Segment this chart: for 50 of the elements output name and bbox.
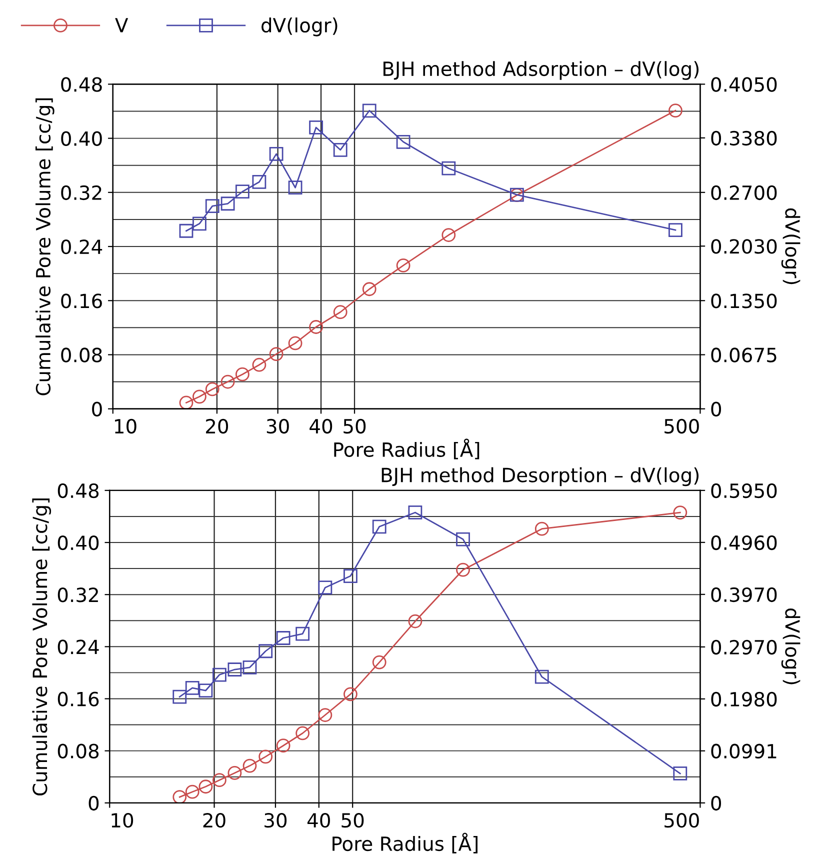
y-tick-label: 0.24 [61,239,102,254]
chart-title: BJH method Adsorption – dV(log) [384,61,699,80]
y2-tick-label: 0 [711,402,722,416]
y-tick-label: 0.32 [58,588,98,602]
y-tick-label: 0.16 [61,294,102,308]
y-tick-label: 0.16 [58,692,99,706]
y2-tick-label: 0.2030 [711,239,777,254]
y-tick-label: 0 [88,796,99,811]
x-tick-label: 50 [342,812,364,828]
y2-tick-label: 0.4050 [711,77,777,92]
y2-tick-label: 0 [711,796,722,811]
y2-tick-label: 0.2700 [711,185,777,200]
y-tick-label: 0.08 [58,744,99,758]
y2-tick-label: 0.3970 [711,587,777,602]
x-tick-label: 50 [344,418,366,434]
y-axis-title: Cumulative Pore Volume [cc/g] [32,498,52,796]
y-tick-label: 0.32 [61,185,102,200]
y-tick-label: 0.08 [61,348,102,362]
y2-tick-label: 0.2970 [711,640,777,655]
x-tick-label: 20 [206,418,228,434]
legend-label: V [115,18,128,32]
y2-tick-label: 0.1350 [711,294,777,308]
y2-tick-label: 0.0675 [711,348,776,362]
y2-tick-label: 0.5950 [711,483,777,498]
x-axis-title: Pore Radius [Å] [332,832,478,854]
y-tick-label: 0.48 [58,483,99,498]
y-tick-label: 0.24 [58,640,99,654]
x-tick-label: 10 [112,812,134,828]
x-tick-label: 30 [266,418,289,434]
x-tick-label: 30 [264,812,287,828]
x-tick-label: 500 [664,418,699,434]
y2-tick-label: 0.4960 [711,535,777,550]
x-tick-label: 40 [310,418,332,434]
y-tick-label: 0.40 [58,535,99,550]
y2-tick-label: 0.3380 [711,130,777,146]
y-tick-label: 0.48 [61,77,102,92]
y-tick-label: 0.40 [61,131,102,146]
chart-title: BJH method Desorption – dV(log) [382,467,699,486]
x-tick-label: 20 [203,812,226,828]
y-tick-label: 0 [92,402,102,416]
y-axis-title: Cumulative Pore Volume [cc/g] [35,98,54,396]
x-tick-label: 10 [115,418,136,434]
x-tick-label: 500 [664,812,699,828]
y2-tick-label: 0.1980 [711,692,777,707]
y2-axis-title: dV(logr) [781,208,800,284]
y2-axis-title: dV(logr) [781,608,800,684]
legend-label: dV(logr) [262,18,338,36]
y2-tick-label: 0.0991 [711,744,776,759]
x-tick-label: 40 [307,812,330,828]
x-axis-title: Pore Radius [Å] [334,438,480,460]
